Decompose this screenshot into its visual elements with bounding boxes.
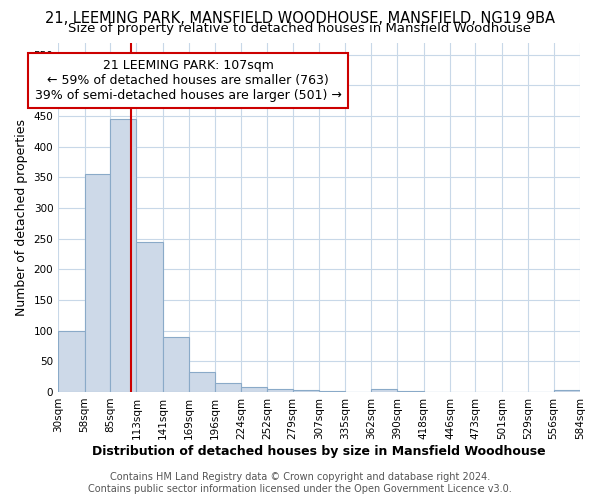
Y-axis label: Number of detached properties: Number of detached properties [15,118,28,316]
Text: Size of property relative to detached houses in Mansfield Woodhouse: Size of property relative to detached ho… [68,22,532,35]
Bar [241,387,267,392]
Bar [293,390,319,392]
Bar [554,390,580,392]
Text: 21 LEEMING PARK: 107sqm
← 59% of detached houses are smaller (763)
39% of semi-d: 21 LEEMING PARK: 107sqm ← 59% of detache… [35,59,341,102]
Bar [136,242,163,392]
Bar [58,330,85,392]
Bar [371,389,397,392]
Bar [267,389,293,392]
Bar [189,372,215,392]
Text: 21, LEEMING PARK, MANSFIELD WOODHOUSE, MANSFIELD, NG19 9BA: 21, LEEMING PARK, MANSFIELD WOODHOUSE, M… [45,11,555,26]
X-axis label: Distribution of detached houses by size in Mansfield Woodhouse: Distribution of detached houses by size … [92,444,546,458]
Text: Contains HM Land Registry data © Crown copyright and database right 2024.
Contai: Contains HM Land Registry data © Crown c… [88,472,512,494]
Bar [110,119,136,392]
Bar [215,383,241,392]
Bar [85,174,110,392]
Bar [163,337,189,392]
